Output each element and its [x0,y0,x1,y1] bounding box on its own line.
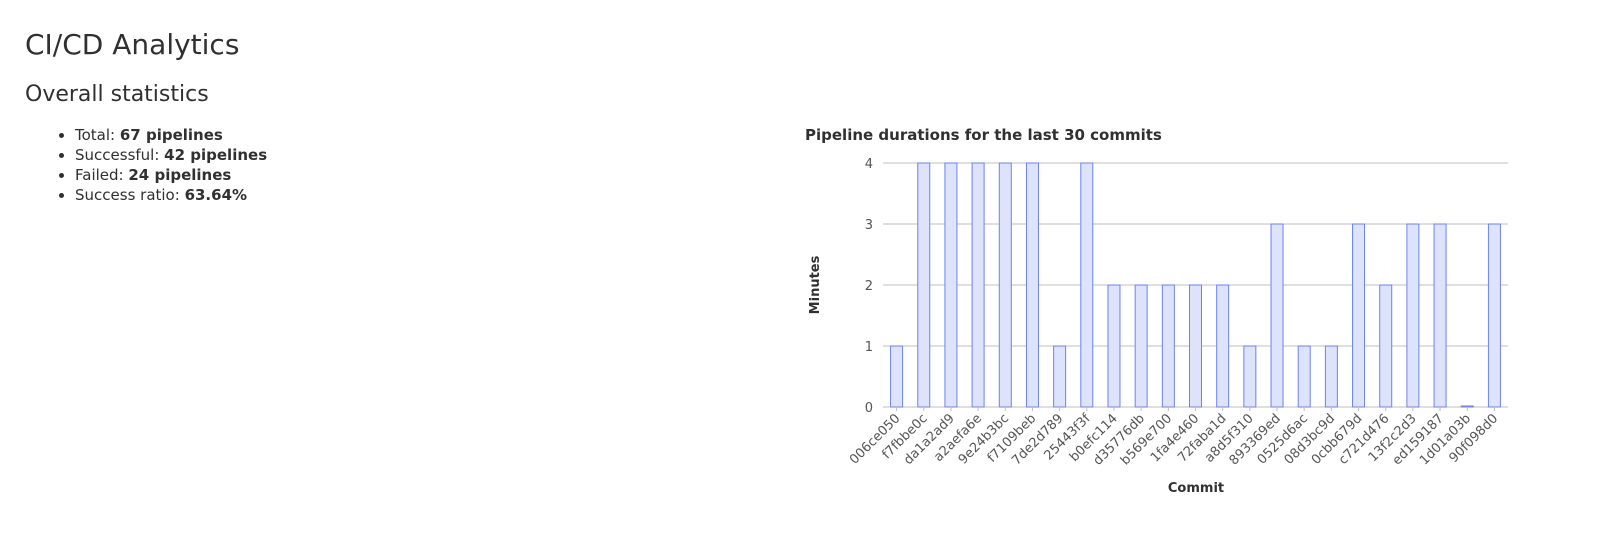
bar-a8d5f310[interactable] [1243,345,1257,408]
bar-08d3bc9d[interactable] [1324,345,1338,408]
bar-893369ed[interactable] [1270,223,1284,408]
stat-label: Failed: [75,166,129,184]
bar-f7fbbe0c[interactable] [917,162,931,408]
stat-value: 63.64% [184,186,248,204]
stat-value: 24 pipelines [128,166,232,184]
stats-list: Total: 67 pipelines Successful: 42 pipel… [25,125,267,205]
stat-label: Total: [75,126,120,144]
y-tick-label: 0 [865,401,873,416]
bar-0cbb679d[interactable] [1352,223,1366,408]
x-axis-title: Commit [1168,481,1224,496]
bar-c721d476[interactable] [1379,284,1393,408]
stat-value: 42 pipelines [164,146,268,164]
stat-value: 67 pipelines [119,126,223,144]
bar-a2aefa6e[interactable] [971,162,985,408]
stat-label: Success ratio: [75,186,185,204]
y-tick-label: 1 [865,340,873,355]
chart-title: Pipeline durations for the last 30 commi… [805,126,1162,144]
stat-label: Successful: [75,146,165,164]
y-tick-label: 3 [865,218,873,233]
bar-25443f3f[interactable] [1080,162,1094,408]
bar-90f098d0[interactable] [1487,223,1501,408]
stat-failed: Failed: 24 pipelines [75,165,267,185]
bar-f7109beb[interactable] [1025,162,1039,408]
bar-b569e700[interactable] [1161,284,1175,408]
bar-ed159187[interactable] [1433,223,1447,408]
bar-72faba1d[interactable] [1216,284,1230,408]
bar-1fa4e460[interactable] [1189,284,1202,408]
stat-successful: Successful: 42 pipelines [75,145,267,165]
stat-total: Total: 67 pipelines [75,125,267,145]
pipeline-durations-chart: Pipeline durations for the last 30 commi… [805,126,1508,496]
bar-da1a2ad9[interactable] [944,162,958,408]
bar-d35776db[interactable] [1134,284,1148,408]
bar-7de2d789[interactable] [1053,345,1067,408]
bar-b0efc114[interactable] [1107,284,1121,408]
page-title: CI/CD Analytics [25,28,240,61]
y-tick-label: 2 [865,279,873,294]
bar-006ce050[interactable] [890,345,904,408]
bar-0525d6ac[interactable] [1297,345,1311,408]
stat-success-ratio: Success ratio: 63.64% [75,185,267,205]
y-axis-title: Minutes [808,255,823,314]
bar-13f2c2d3[interactable] [1406,223,1420,408]
chart-bars [890,162,1501,408]
y-tick-label: 4 [865,157,873,172]
bar-9e24b3bc[interactable] [998,162,1012,408]
x-axis-ticks: 006ce050f7fbbe0cda1a2ad9a2aefa6e9e24b3bc… [847,407,1501,469]
section-heading: Overall statistics [25,82,209,107]
bar-1d01a03b[interactable] [1460,405,1474,408]
y-axis-ticks: 0 1 2 3 4 [865,157,873,416]
